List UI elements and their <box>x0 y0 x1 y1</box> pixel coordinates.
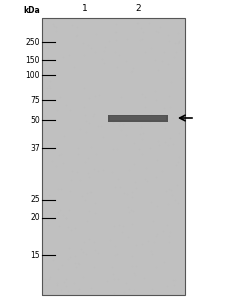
Text: 250: 250 <box>25 37 40 46</box>
FancyBboxPatch shape <box>42 18 185 295</box>
Text: 25: 25 <box>30 196 40 204</box>
Text: 15: 15 <box>30 251 40 259</box>
Text: 20: 20 <box>30 213 40 223</box>
FancyBboxPatch shape <box>108 115 168 122</box>
Text: 150: 150 <box>25 56 40 64</box>
Text: 75: 75 <box>30 95 40 104</box>
Text: 37: 37 <box>30 143 40 153</box>
Text: 50: 50 <box>30 115 40 125</box>
FancyBboxPatch shape <box>110 116 166 120</box>
Text: 2: 2 <box>135 3 141 13</box>
Text: 100: 100 <box>25 71 40 80</box>
Text: 1: 1 <box>82 3 88 13</box>
Text: kDa: kDa <box>23 6 40 14</box>
